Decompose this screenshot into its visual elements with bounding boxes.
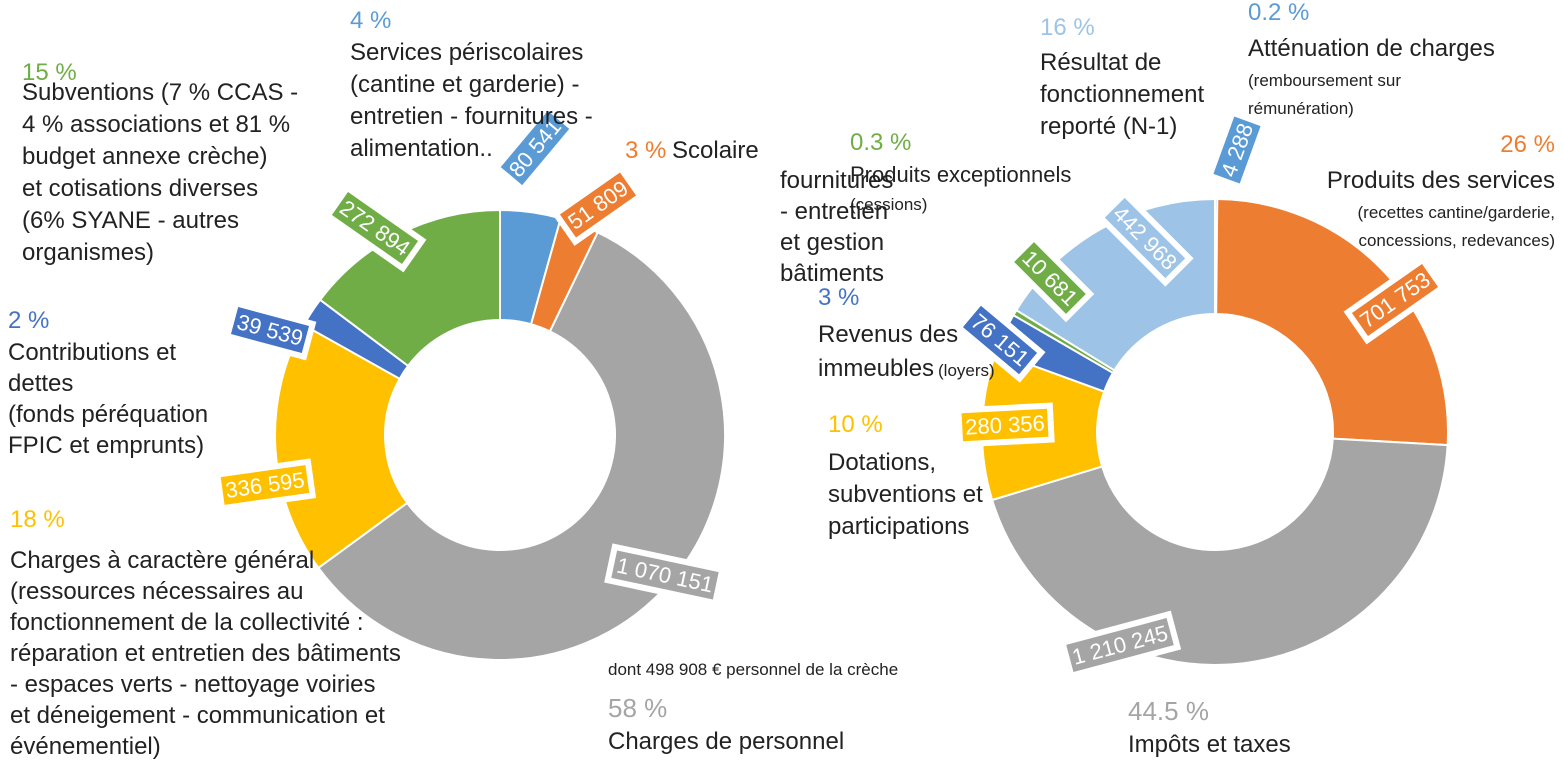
- value-label-box: [1343, 255, 1447, 345]
- category-label: Impôts et taxes: [1128, 731, 1291, 758]
- donut-slice: [318, 208, 501, 368]
- category-label: Produits exceptionnels: [850, 162, 1071, 187]
- donut-chart: [981, 197, 1449, 666]
- value-label: 80 541: [492, 102, 578, 194]
- category-label: (remboursement sur: [1248, 71, 1401, 90]
- category-label: Produits des services: [1327, 167, 1555, 194]
- value-label: 39 539: [223, 299, 317, 361]
- category-label: (cantine et garderie) -: [350, 71, 579, 98]
- percent-label: 26 %: [1500, 131, 1555, 158]
- category-label: entretien - fournitures -: [350, 103, 593, 130]
- value-label-box: [1005, 233, 1095, 323]
- value-label-box: [1058, 610, 1182, 680]
- category-label: Scolaire: [672, 137, 759, 164]
- percent-label: 18 %: [10, 506, 65, 533]
- category-label: reporté (N-1): [1040, 113, 1177, 140]
- category-label: Revenus des: [818, 321, 958, 348]
- category-label: Atténuation de charges: [1248, 35, 1495, 62]
- donut-slice: [990, 437, 1449, 666]
- value-label-box: [955, 402, 1055, 448]
- category-label: (fonds péréquation: [8, 401, 208, 428]
- value-label-box: [551, 164, 645, 246]
- category-label: (ressources nécessaires au: [10, 578, 303, 605]
- note: dont 498 908 € personnel de la crèche: [608, 660, 898, 679]
- category-label: participations: [828, 513, 969, 540]
- percent-label: 0.2 %: [1248, 0, 1309, 26]
- value-label: 336 595: [213, 458, 317, 512]
- category-label: (6% SYANE - autres: [22, 207, 239, 234]
- category-label: concessions, redevances): [1358, 231, 1555, 250]
- category-label: Contributions et: [8, 339, 176, 366]
- percent-label: 16 %: [1040, 14, 1095, 41]
- donut-slice: [1215, 198, 1449, 447]
- percent-label: 10 %: [828, 411, 883, 438]
- value-label-box: [1205, 108, 1269, 192]
- category-label: - espaces verts - nettoyage voiries: [10, 671, 376, 698]
- category-label: fonctionnement: [1040, 81, 1204, 108]
- category-label: et déneigement - communication et: [10, 702, 385, 729]
- category-label: budget annexe crèche): [22, 143, 268, 170]
- category-label: (loyers): [938, 361, 995, 380]
- category-label: Charges à caractère général: [10, 547, 314, 574]
- category-label: Services périscolaires: [350, 39, 583, 66]
- value-label-text: 280 356: [965, 410, 1046, 439]
- percent-label: 3 %: [818, 284, 859, 311]
- category-label: événementiel): [10, 733, 161, 760]
- category-label: et cotisations diverses: [22, 175, 258, 202]
- percent-label: 58 %: [608, 693, 667, 723]
- category-label: Charges de personnel: [608, 728, 844, 755]
- category-label: (cessions): [850, 195, 927, 214]
- value-label-box: [223, 299, 317, 361]
- value-label: 4 288: [1205, 108, 1269, 192]
- category-label: alimentation..: [350, 135, 493, 162]
- category-label: rémunération): [1248, 99, 1354, 118]
- category-label: FPIC et emprunts): [8, 432, 204, 459]
- value-label-box: [323, 183, 427, 273]
- category-label: - entretien: [780, 198, 888, 225]
- value-label: 280 356: [955, 402, 1055, 448]
- percent-label: 3 %: [625, 137, 666, 164]
- percent-label: 0.3 %: [850, 129, 911, 156]
- category-label: Résultat de: [1040, 49, 1161, 76]
- category-label: subventions et: [828, 481, 983, 508]
- percent-label: 44.5 %: [1128, 696, 1209, 726]
- percent-label: 2 %: [8, 307, 49, 334]
- category-label: 4 % associations et 81 %: [22, 111, 290, 138]
- value-label-box: [492, 102, 578, 194]
- category-label: Subventions (7 % CCAS -: [22, 79, 298, 106]
- category-label: bâtiments: [780, 260, 884, 287]
- percent-label: 4 %: [350, 7, 391, 34]
- category-label: dettes: [8, 370, 73, 397]
- category-label: et gestion: [780, 229, 884, 256]
- value-label-box: [213, 458, 317, 512]
- value-label-box: [954, 297, 1046, 383]
- category-label: Dotations,: [828, 449, 936, 476]
- value-label-box: [1096, 189, 1194, 287]
- value-label: 51 809: [551, 164, 645, 246]
- category-label: réparation et entretien des bâtiments: [10, 640, 401, 667]
- category-label: fonctionnement de la collectivité :: [10, 609, 364, 636]
- category-label: organismes): [22, 239, 154, 266]
- category-label: (recettes cantine/garderie,: [1358, 203, 1556, 222]
- category-label: fournitures: [780, 167, 893, 194]
- percent-label: 15 %: [22, 59, 77, 86]
- value-label-box: [604, 543, 726, 607]
- category-label: immeubles: [818, 355, 934, 382]
